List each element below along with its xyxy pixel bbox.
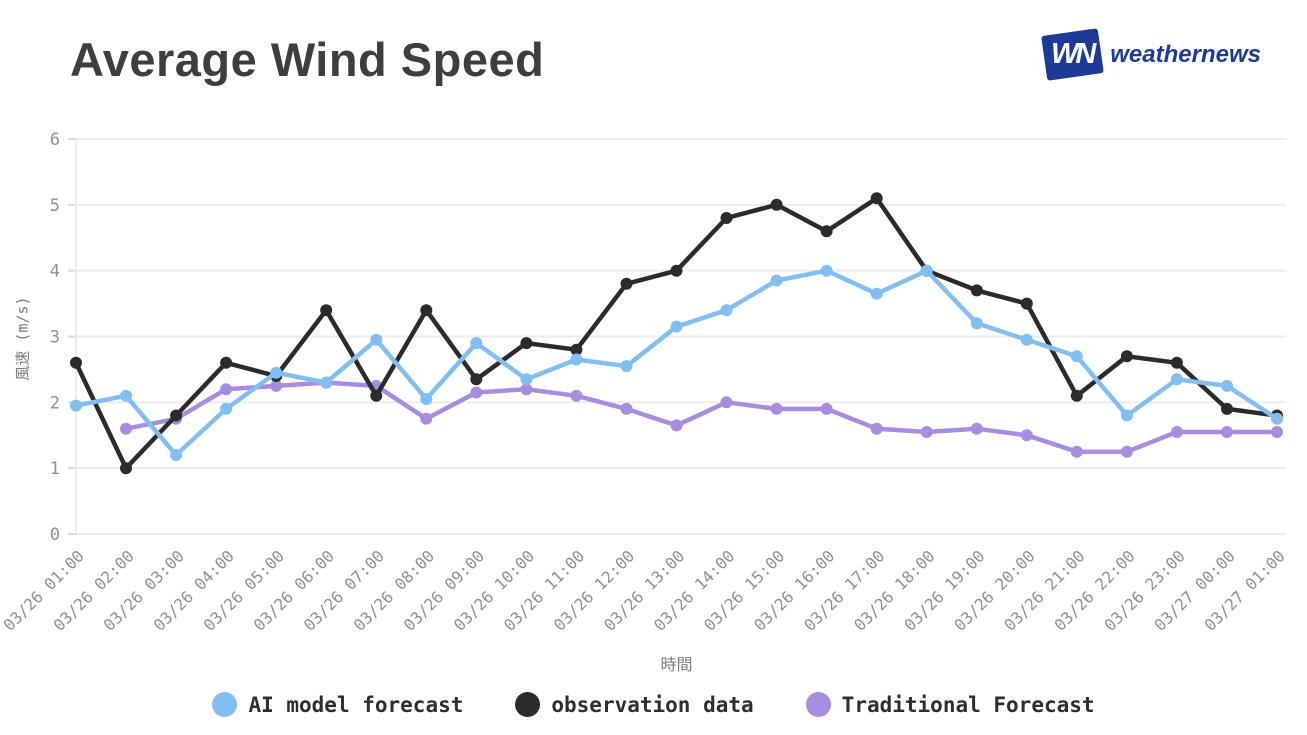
data-point[interactable] [370,389,383,402]
data-point[interactable] [870,422,883,435]
data-point[interactable] [720,212,733,224]
logo-wordmark: weathernews [1110,40,1261,68]
y-axis-title: 風速 (m/s) [13,296,32,381]
series-traditional-forecast [120,376,1283,458]
series-observation-data [70,192,1283,475]
data-point[interactable] [220,356,233,369]
data-point[interactable] [620,360,633,373]
x-axis-title: 時間 [660,655,693,674]
data-point[interactable] [520,383,533,396]
data-point[interactable] [1120,350,1133,363]
data-point[interactable] [1020,333,1033,346]
data-point[interactable] [120,389,132,402]
data-point[interactable] [1070,445,1083,458]
data-point[interactable] [620,277,633,290]
data-point[interactable] [370,333,383,346]
data-point[interactable] [170,449,183,461]
data-point[interactable] [570,389,583,402]
legend-label: observation data [551,692,754,717]
data-point[interactable] [1120,409,1133,422]
data-point[interactable] [720,396,733,409]
data-point[interactable] [1070,389,1083,402]
data-point[interactable] [520,337,533,350]
data-point[interactable] [670,419,683,432]
y-tick-label: 3 [50,328,60,348]
data-point[interactable] [1070,350,1083,363]
legend-label: Traditional Forecast [841,692,1095,717]
data-point[interactable] [220,383,233,396]
data-point[interactable] [1170,356,1183,369]
data-point[interactable] [270,379,283,392]
y-tick-label: 0 [50,525,60,545]
data-point[interactable] [970,284,983,297]
data-point[interactable] [470,386,483,399]
data-point[interactable] [420,412,433,425]
legend-label: AI model forecast [248,692,464,717]
data-point[interactable] [920,264,933,277]
data-point[interactable] [770,274,783,287]
data-point[interactable] [420,304,433,317]
data-point[interactable] [470,373,483,386]
data-point[interactable] [520,373,533,386]
data-point[interactable] [870,287,883,300]
data-point[interactable] [1120,445,1133,458]
data-point[interactable] [970,422,983,435]
data-point[interactable] [670,320,683,333]
data-point[interactable] [1170,426,1183,438]
legend-swatch-black-circle-icon [515,692,541,717]
data-point[interactable] [920,426,933,438]
data-point[interactable] [420,393,433,405]
data-point[interactable] [820,264,833,277]
data-point[interactable] [1221,426,1233,438]
series-ai-model-forecast [70,264,1283,461]
data-point[interactable] [170,409,183,422]
data-point[interactable] [1020,429,1033,442]
legend-item-observation-data[interactable]: observation data [515,692,754,717]
data-point[interactable] [1221,402,1233,415]
y-tick-label: 5 [50,196,60,216]
data-point[interactable] [470,337,483,350]
data-point[interactable] [120,462,132,475]
data-point[interactable] [70,356,82,369]
data-point[interactable] [120,422,132,435]
legend: AI model forecast observation data Tradi… [0,692,1307,717]
y-axis-tick-labels: 0 1 2 3 4 5 6 [50,130,60,545]
legend-swatch-purple-circle-icon [805,692,831,717]
legend-item-ai-model-forecast[interactable]: AI model forecast [212,692,463,717]
y-tick-label: 4 [50,262,60,282]
data-point[interactable] [770,402,783,415]
page-title: Average Wind Speed [70,33,545,86]
data-point[interactable] [670,264,683,277]
data-point[interactable] [1020,297,1033,310]
y-tick-label: 2 [50,393,60,413]
data-point[interactable] [720,304,733,317]
y-tick-label: 1 [50,459,60,479]
data-point[interactable] [220,402,233,415]
data-point[interactable] [870,192,883,205]
data-point[interactable] [970,317,983,330]
gridlines [68,138,1286,535]
weathernews-logo: WN weathernews [1041,28,1261,81]
legend-item-traditional-forecast[interactable]: Traditional Forecast [805,692,1095,717]
data-point[interactable] [320,304,333,317]
data-point[interactable] [270,366,283,379]
data-point[interactable] [1271,426,1283,438]
data-point[interactable] [620,402,633,415]
data-point[interactable] [570,353,583,366]
legend-swatch-blue-circle-icon [212,692,238,717]
data-point[interactable] [570,343,583,356]
data-point[interactable] [1221,379,1233,392]
data-point[interactable] [320,376,333,389]
series-line [123,380,1280,454]
y-tick-label: 6 [50,130,60,150]
data-point[interactable] [1170,373,1183,386]
data-point[interactable] [1271,412,1283,425]
data-point[interactable] [770,198,783,211]
data-point[interactable] [820,225,833,238]
data-point[interactable] [820,402,833,415]
data-point[interactable] [70,399,82,412]
